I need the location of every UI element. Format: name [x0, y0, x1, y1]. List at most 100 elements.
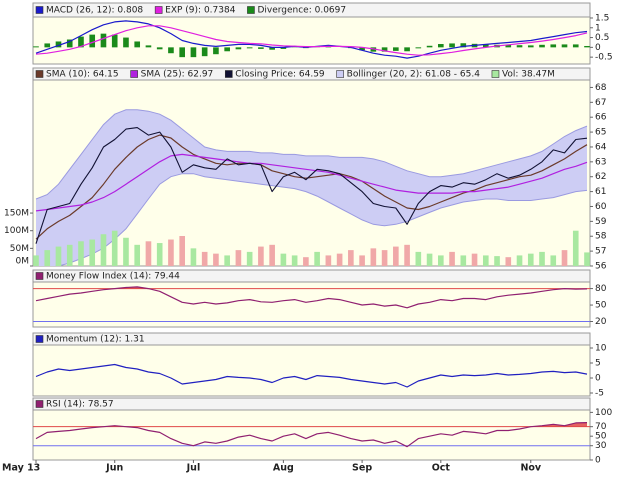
y-tick-label: 1	[595, 23, 601, 33]
legend-swatch	[36, 7, 43, 14]
volume-bar	[314, 252, 320, 266]
divergence-bar	[33, 46, 39, 47]
y-tick-label: 58	[595, 232, 607, 242]
divergence-bar	[550, 44, 556, 47]
volume-bar	[67, 245, 73, 266]
divergence-bar	[168, 47, 174, 53]
y-tick-label: 65	[595, 128, 606, 138]
volume-bar	[281, 254, 287, 266]
volume-bar	[134, 245, 140, 266]
y-tick-label: -0.5	[595, 53, 613, 63]
divergence-bar	[134, 41, 140, 47]
legend-swatch	[337, 71, 344, 78]
y2-tick-label: 150M	[4, 209, 29, 219]
volume-bar	[404, 245, 410, 266]
divergence-bar	[528, 45, 534, 47]
divergence-bar	[247, 47, 253, 48]
y-tick-label: 0	[595, 43, 601, 53]
divergence-bar	[539, 45, 545, 48]
y-tick-label: 60	[595, 202, 607, 212]
divergence-bar	[123, 38, 129, 48]
legend-label: Closing Price: 64.59	[235, 70, 325, 80]
y-tick-label: 5	[595, 359, 601, 369]
volume-bar	[258, 247, 264, 266]
divergence-bar	[573, 44, 579, 47]
x-tick-label: Jun	[105, 463, 123, 474]
volume-bar	[146, 241, 152, 266]
volume-bar	[78, 241, 84, 266]
volume-bar	[427, 254, 433, 266]
x-tick-label: Jul	[186, 463, 201, 474]
volume-bar	[89, 240, 95, 266]
y2-tick-label: 100M	[4, 226, 29, 236]
volume-bar	[371, 248, 377, 266]
divergence-bar	[393, 47, 399, 51]
legend-label: RSI (14): 78.57	[46, 400, 114, 410]
divergence-bar	[427, 46, 433, 48]
volume-bar	[292, 255, 298, 266]
volume-bar	[33, 255, 39, 266]
volume-bar	[550, 255, 556, 266]
y2-tick-label: 0M	[16, 257, 30, 267]
volume-bar	[224, 255, 230, 266]
volume-bar	[168, 240, 174, 266]
legend-swatch	[36, 401, 43, 408]
divergence-bar	[44, 43, 50, 47]
volume-bar	[236, 250, 242, 266]
volume-bar	[562, 250, 568, 266]
divergence-bar	[112, 35, 118, 48]
volume-bar	[202, 252, 208, 266]
y-tick-label: 50	[595, 301, 607, 311]
y-tick-label: 64	[595, 142, 607, 152]
divergence-bar	[258, 47, 264, 49]
volume-bar	[539, 252, 545, 266]
y-tick-label: 0	[595, 456, 601, 466]
y-tick-label: 80	[595, 284, 607, 294]
legend-swatch	[225, 71, 232, 78]
volume-bar	[584, 252, 590, 266]
volume-bar	[213, 254, 219, 266]
y-tick-label: 57	[595, 247, 606, 257]
legend-swatch	[36, 71, 43, 78]
divergence-bar	[202, 47, 208, 56]
divergence-bar	[213, 47, 219, 54]
volume-bar	[460, 255, 466, 266]
y-tick-label: 63	[595, 157, 606, 167]
legend-strip	[33, 398, 590, 410]
y-tick-label: 30	[595, 441, 607, 451]
divergence-bar	[449, 43, 455, 47]
x-tick-label: Nov	[520, 463, 541, 474]
legend-label: SMA (25): 62.97	[141, 70, 214, 80]
volume-bar	[56, 247, 62, 266]
y-tick-label: 62	[595, 172, 606, 182]
volume-bar	[269, 245, 275, 266]
y-tick-label: -5	[595, 389, 604, 399]
legend-label: SMA (10): 64.15	[46, 70, 119, 80]
divergence-bar	[224, 47, 230, 51]
divergence-bar	[191, 47, 197, 57]
divergence-bar	[438, 44, 444, 47]
volume-bar	[179, 236, 185, 266]
volume-bar	[449, 252, 455, 266]
legend-swatch	[155, 7, 162, 14]
divergence-bar	[404, 47, 410, 51]
volume-bar	[382, 250, 388, 266]
x-tick-label: May 13	[2, 463, 40, 474]
y-tick-label: 68	[595, 83, 607, 93]
volume-bar	[483, 255, 489, 266]
legend-swatch	[492, 71, 499, 78]
legend-label: Momentum (12): 1.31	[46, 335, 145, 345]
volume-bar	[101, 234, 107, 266]
y-tick-label: 100	[595, 408, 612, 418]
y-tick-label: 0.5	[595, 33, 609, 43]
volume-bar	[416, 252, 422, 266]
volume-bar	[337, 254, 343, 266]
y2-tick-label: 50M	[10, 244, 29, 254]
volume-bar	[191, 248, 197, 266]
y-tick-label: 20	[595, 317, 607, 327]
legend-swatch	[36, 273, 43, 280]
divergence-bar	[101, 34, 107, 48]
x-tick-label: Aug	[273, 463, 294, 474]
y-tick-label: 0	[595, 374, 601, 384]
